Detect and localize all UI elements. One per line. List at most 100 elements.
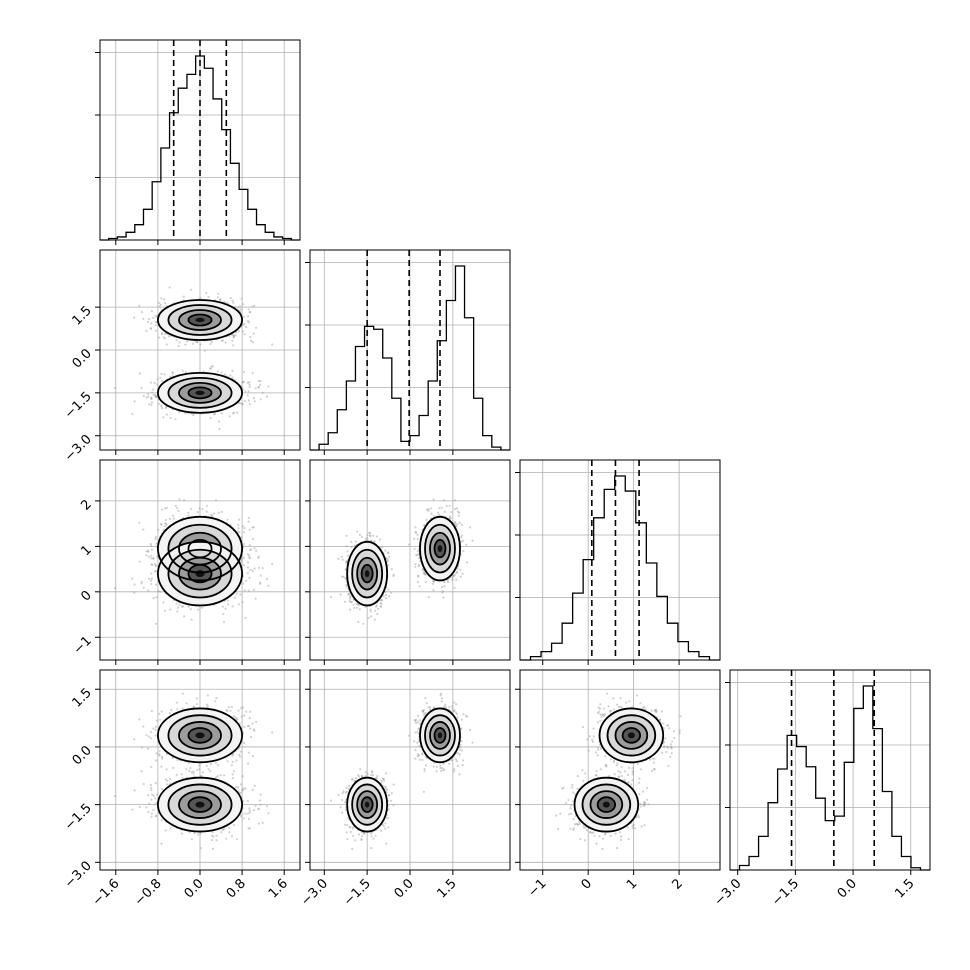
sample-point <box>251 569 254 573</box>
sample-point <box>248 383 251 386</box>
sample-point <box>249 568 252 572</box>
sample-point <box>150 327 153 330</box>
sample-point <box>155 395 158 398</box>
sample-point <box>370 615 373 618</box>
sample-point <box>252 588 256 591</box>
sample-point <box>174 504 177 507</box>
sample-point <box>232 334 235 337</box>
sample-point <box>247 321 250 324</box>
sample-point <box>160 379 163 383</box>
density-layer <box>113 286 682 851</box>
sample-point <box>237 306 240 309</box>
sample-point <box>254 597 257 600</box>
sample-point <box>386 557 389 561</box>
sample-point <box>431 582 434 586</box>
sample-point <box>229 374 232 377</box>
sample-point <box>221 605 224 608</box>
sample-point <box>155 596 158 599</box>
sample-point <box>369 610 372 613</box>
sample-point <box>345 585 348 588</box>
sample-point <box>209 416 212 420</box>
sample-point <box>457 514 460 517</box>
sample-point <box>162 601 165 604</box>
sample-point <box>453 586 456 589</box>
sample-point <box>154 535 157 539</box>
sample-point <box>432 514 435 517</box>
sample-point <box>189 507 192 511</box>
sample-point <box>241 601 244 604</box>
sample-point <box>163 332 166 335</box>
sample-point <box>219 298 222 302</box>
sample-point <box>246 394 249 397</box>
sample-point <box>163 525 166 528</box>
sample-point <box>258 383 262 387</box>
sample-point <box>223 373 226 376</box>
sample-point <box>220 339 224 342</box>
sample-point <box>164 522 167 525</box>
sample-point <box>145 550 148 553</box>
sample-point <box>172 514 175 517</box>
sample-point <box>246 572 249 575</box>
sample-point <box>247 589 250 592</box>
sample-point <box>462 549 465 553</box>
sample-point <box>156 378 159 381</box>
sample-point <box>345 534 348 538</box>
sample-point <box>155 315 158 318</box>
sample-point <box>138 372 141 375</box>
sample-point <box>246 315 250 318</box>
sample-point <box>154 583 157 586</box>
sample-point <box>149 381 152 384</box>
sample-point <box>238 518 241 521</box>
sample-point <box>252 332 255 335</box>
sample-point <box>217 420 221 423</box>
sample-point <box>189 608 192 611</box>
sample-point <box>219 298 222 301</box>
sample-point <box>372 534 375 537</box>
sample-point <box>181 605 184 609</box>
sample-point <box>271 563 274 566</box>
sample-point <box>257 566 260 569</box>
sample-point <box>175 507 179 510</box>
sample-point <box>384 549 387 552</box>
sample-point <box>200 606 203 609</box>
sample-point <box>187 514 190 517</box>
sample-point <box>250 548 253 551</box>
sample-point <box>255 549 258 552</box>
sample-point <box>388 595 391 598</box>
sample-point <box>250 339 253 342</box>
sample-point <box>459 575 462 578</box>
sample-point <box>206 504 209 507</box>
sample-point <box>178 604 181 607</box>
sample-point <box>205 291 208 295</box>
sample-point <box>259 582 262 585</box>
sample-point <box>224 341 227 344</box>
sample-point <box>160 297 163 300</box>
sample-point <box>354 540 358 543</box>
sample-point <box>152 393 155 396</box>
sample-point <box>156 383 159 386</box>
sample-point <box>242 370 246 373</box>
sample-point <box>357 620 360 624</box>
sample-point <box>164 337 167 340</box>
sample-point <box>253 567 256 570</box>
sample-point <box>147 555 151 558</box>
sample-point <box>366 534 369 537</box>
sample-point <box>248 381 251 384</box>
sample-point <box>154 314 157 317</box>
sample-point <box>248 557 251 560</box>
sample-point <box>234 305 237 309</box>
sample-point <box>217 292 220 295</box>
sample-point <box>162 336 165 339</box>
sample-point <box>430 507 433 510</box>
sample-point <box>373 618 376 621</box>
sample-point <box>150 572 153 575</box>
sample-point <box>245 325 248 329</box>
sample-point <box>243 543 246 546</box>
sample-point <box>142 394 145 398</box>
sample-point <box>150 397 153 400</box>
sample-point <box>174 418 177 421</box>
sample-point <box>348 599 351 603</box>
sample-point <box>154 570 157 573</box>
sample-point <box>247 399 250 402</box>
sample-point <box>241 324 244 327</box>
